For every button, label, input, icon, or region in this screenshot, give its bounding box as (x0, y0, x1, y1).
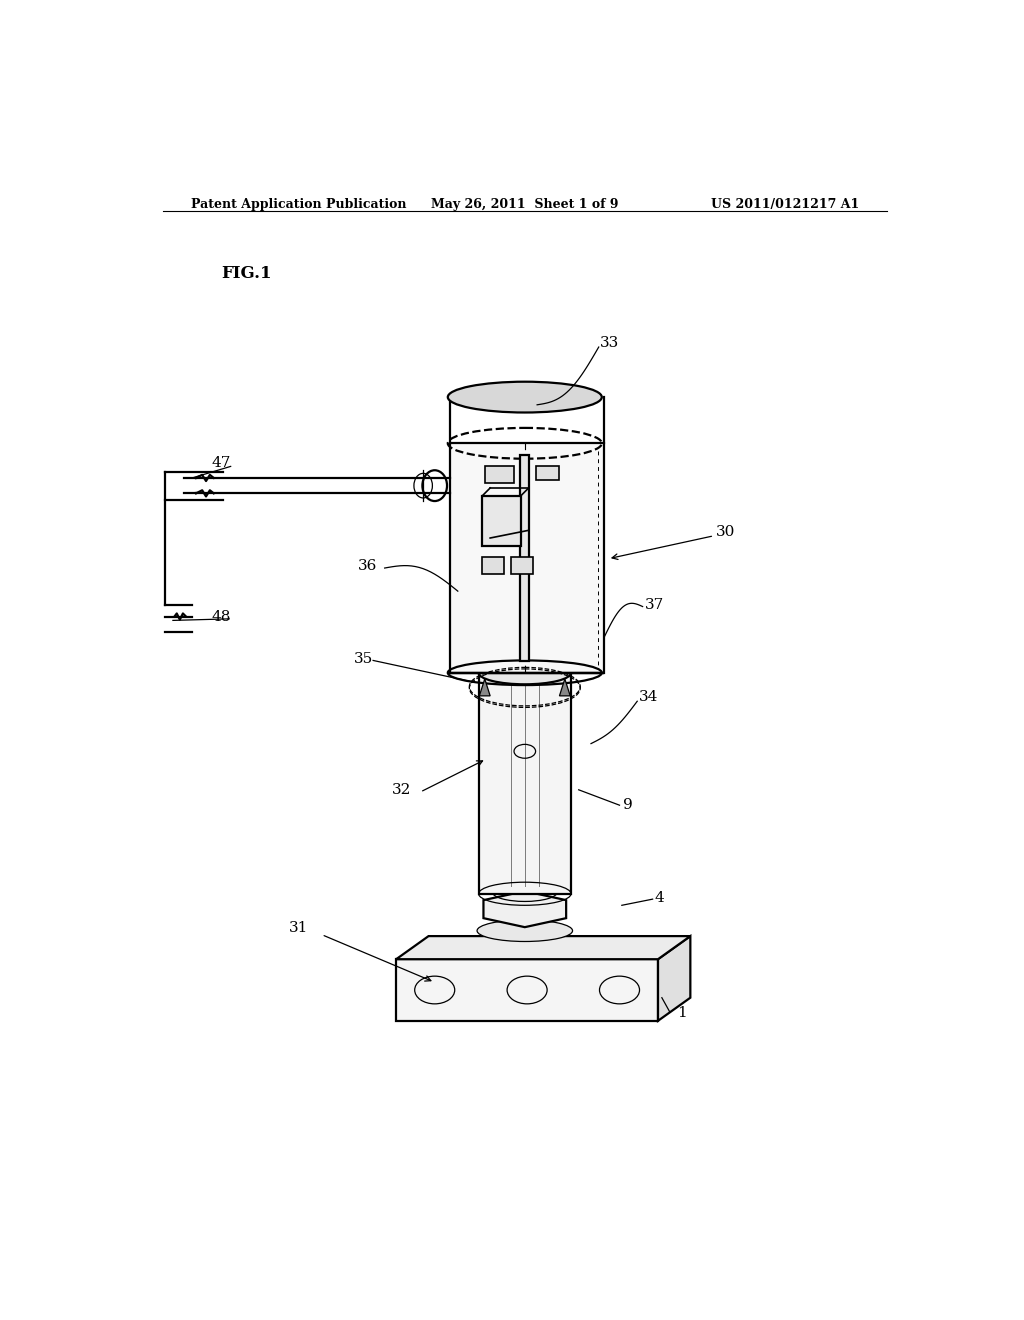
Ellipse shape (447, 381, 602, 412)
Text: 35: 35 (354, 652, 373, 665)
Text: 4: 4 (654, 891, 664, 904)
Text: 34: 34 (639, 690, 658, 705)
Text: 37: 37 (645, 598, 665, 612)
Polygon shape (396, 936, 690, 960)
Text: 33: 33 (600, 337, 620, 350)
Polygon shape (658, 936, 690, 1020)
Polygon shape (396, 960, 658, 1020)
Polygon shape (478, 673, 571, 894)
Text: 36: 36 (357, 560, 377, 573)
Text: 1: 1 (677, 1006, 687, 1020)
Polygon shape (483, 891, 566, 927)
Ellipse shape (493, 873, 557, 891)
Text: US 2011/0121217 A1: US 2011/0121217 A1 (711, 198, 859, 211)
FancyBboxPatch shape (520, 455, 529, 661)
FancyBboxPatch shape (511, 557, 532, 574)
Text: 31: 31 (289, 921, 308, 936)
Text: May 26, 2011  Sheet 1 of 9: May 26, 2011 Sheet 1 of 9 (431, 198, 618, 211)
Polygon shape (451, 444, 604, 673)
FancyBboxPatch shape (536, 466, 559, 480)
FancyBboxPatch shape (484, 466, 514, 483)
Ellipse shape (477, 920, 572, 941)
Text: 30: 30 (716, 525, 735, 539)
Text: 9: 9 (624, 799, 633, 812)
Text: FIG.1: FIG.1 (221, 264, 272, 281)
Ellipse shape (478, 661, 571, 684)
FancyBboxPatch shape (482, 557, 504, 574)
Text: 48: 48 (211, 610, 230, 623)
Text: 32: 32 (392, 783, 412, 797)
Polygon shape (559, 678, 570, 696)
Polygon shape (479, 678, 490, 696)
Text: Patent Application Publication: Patent Application Publication (190, 198, 407, 211)
Text: 47: 47 (211, 455, 230, 470)
FancyBboxPatch shape (482, 496, 521, 545)
